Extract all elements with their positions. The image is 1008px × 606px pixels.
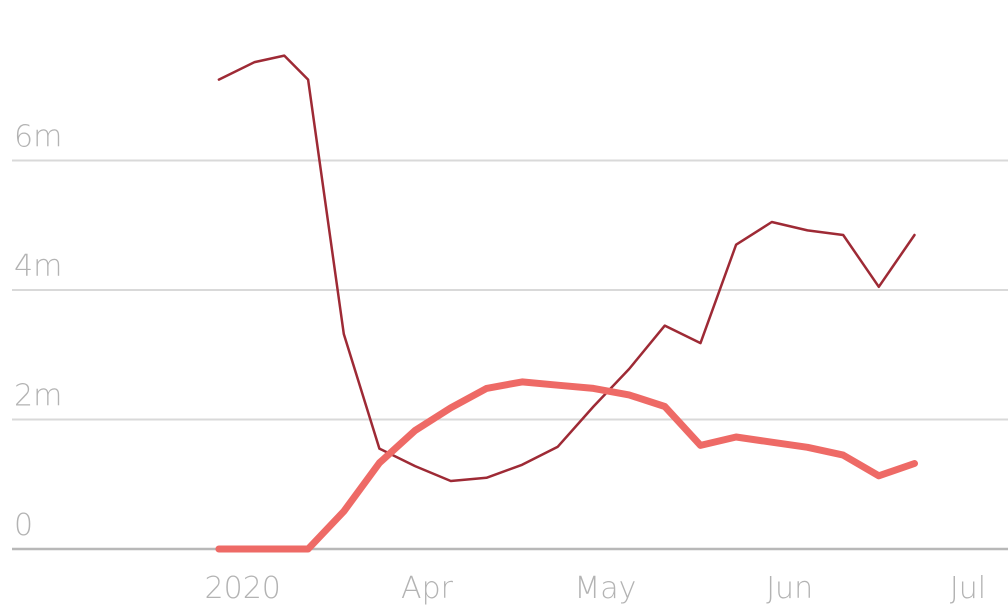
series-lines <box>215 54 918 553</box>
x-tick-label: Jun <box>766 571 813 606</box>
x-axis-tick-labels: 2020 Apr May Jun Jul <box>205 571 987 606</box>
y-tick-label: 6m <box>14 120 62 155</box>
x-tick-label: Apr <box>401 571 454 606</box>
grid-lines <box>12 159 1008 551</box>
x-tick-label: Jul <box>950 571 986 606</box>
y-axis-tick-labels: 0 2m 4m 6m <box>14 120 62 544</box>
y-tick-label: 2m <box>14 379 62 414</box>
y-tick-label: 4m <box>14 249 62 284</box>
x-tick-label: 2020 <box>205 571 281 606</box>
y-tick-label: 0 <box>14 508 33 543</box>
x-tick-label: May <box>574 571 636 606</box>
series-line-1 <box>217 54 916 483</box>
series-line-2 <box>215 378 918 553</box>
